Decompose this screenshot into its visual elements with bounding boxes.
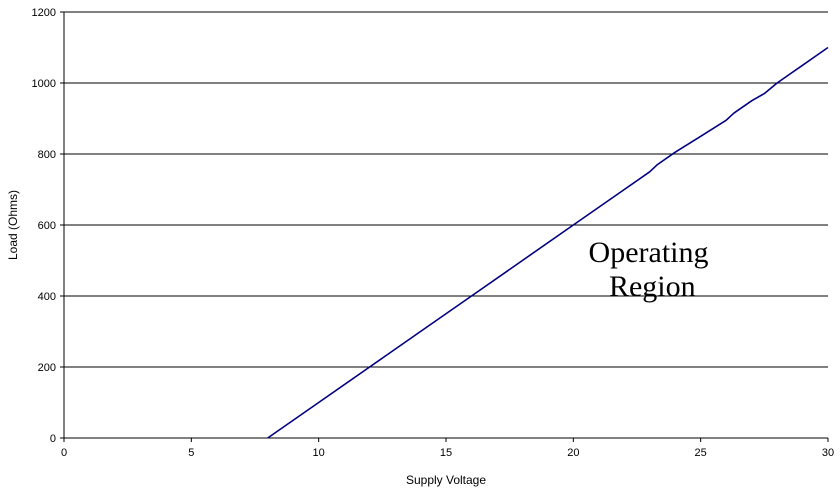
y-tick-labels: 0 200 400 600 800 1000 1200: [32, 7, 56, 445]
y-tick-label: 0: [50, 433, 56, 445]
axes: [60, 11, 829, 442]
x-tick-label: 0: [61, 447, 67, 459]
gridlines: [64, 11, 828, 368]
operating-region-annotation: Operating Region: [589, 236, 716, 303]
x-tick-label: 10: [313, 447, 325, 459]
annotation-line-2: Region: [609, 270, 696, 303]
x-axis-title: Supply Voltage: [406, 473, 486, 487]
x-tick-label: 5: [188, 447, 194, 459]
series-line-1: [267, 46, 829, 439]
annotation-line-1: Operating: [589, 236, 709, 269]
x-tick-label: 15: [440, 447, 452, 459]
y-tick-label: 1000: [32, 78, 56, 90]
y-tick-label: 1200: [32, 7, 56, 19]
y-tick-label: 600: [38, 220, 56, 232]
series-layer: [267, 46, 829, 439]
y-tick-label: 200: [38, 362, 56, 374]
y-tick-label: 400: [38, 291, 56, 303]
x-tick-label: 25: [695, 447, 707, 459]
x-tick-labels: 0 5 10 15 20 25 30: [61, 447, 834, 459]
y-axis-title: Load (Ohms): [6, 190, 20, 260]
x-tick-label: 30: [822, 447, 834, 459]
x-tick-label: 20: [567, 447, 579, 459]
y-tick-label: 800: [38, 149, 56, 161]
